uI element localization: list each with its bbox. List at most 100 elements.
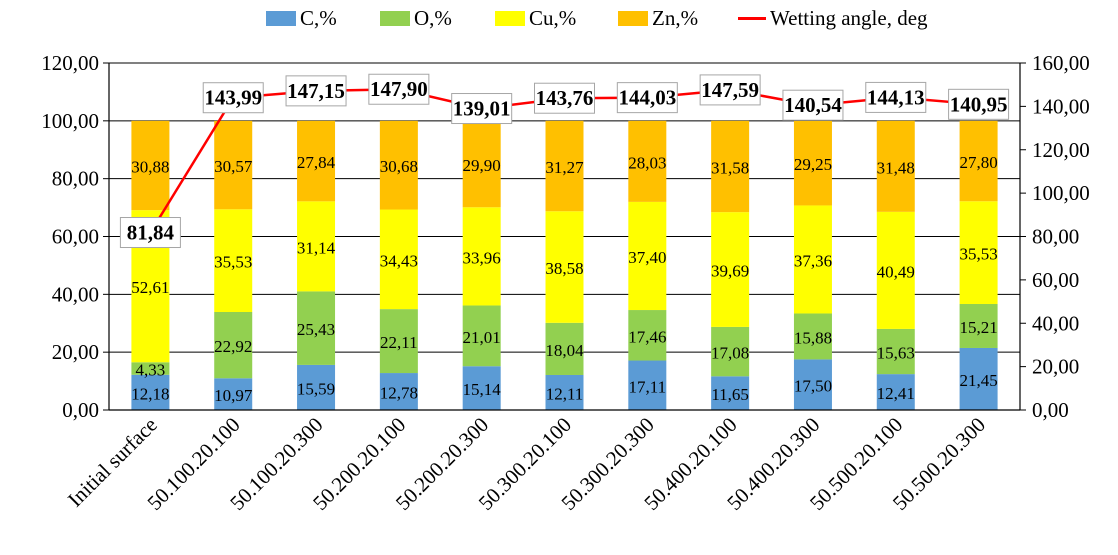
segment-label: 22,92 (214, 337, 252, 356)
segment-label: 11,65 (711, 385, 749, 404)
line-label-box (782, 89, 844, 121)
bar-segment (876, 120, 915, 212)
segment-label: 15,88 (794, 328, 832, 347)
line-label-box (285, 75, 347, 107)
segment-label: 21,01 (463, 328, 501, 347)
segment-label: 12,78 (380, 384, 418, 403)
bar-segment (628, 310, 667, 361)
bar-segment (379, 309, 418, 374)
right-tick-label: 20,00 (1032, 355, 1079, 379)
line-label: 147,90 (370, 77, 428, 101)
line-label-box (368, 73, 430, 105)
bar-segment (876, 211, 915, 329)
left-tick-label: 40,00 (52, 282, 99, 306)
bar-segment (959, 120, 998, 202)
bar-segment (793, 120, 832, 206)
legend-item-wetting-angle: Wetting angle, deg (738, 4, 928, 32)
segment-label: 15,63 (877, 344, 915, 363)
bar-segment (711, 212, 750, 327)
legend-item-c: C,% (266, 4, 337, 32)
line-label-box (202, 82, 264, 114)
bar-segment (297, 291, 336, 365)
legend-swatch-cu (495, 10, 525, 26)
right-tick-label: 140,00 (1032, 94, 1090, 118)
line-label: 143,99 (204, 86, 262, 110)
segment-label: 4,33 (136, 361, 166, 380)
line-label: 140,54 (784, 93, 842, 117)
line-label-box (119, 217, 181, 249)
bar-segment (545, 120, 584, 212)
segment-label: 35,53 (214, 253, 252, 272)
line-label: 147,59 (701, 78, 759, 102)
bar-segment (131, 362, 170, 375)
segment-label: 31,58 (711, 158, 749, 177)
segment-label: 52,61 (131, 278, 169, 297)
line-label: 143,76 (536, 86, 594, 110)
segment-label: 29,25 (794, 155, 832, 174)
segment-label: 33,96 (463, 248, 501, 267)
segment-label: 18,04 (545, 341, 584, 360)
right-tick-label: 120,00 (1032, 138, 1090, 162)
bar-segment (297, 120, 336, 202)
line-label-box (451, 93, 513, 125)
segment-label: 37,36 (794, 251, 832, 270)
segment-label: 17,46 (628, 327, 666, 346)
stacked-bars (131, 120, 998, 410)
segment-label: 15,21 (959, 318, 997, 337)
segment-value-labels: 12,18 4,33 52,61 30,88 10,97 22,92 35,53 30,57 1… (131, 153, 997, 405)
line-label: 144,03 (618, 86, 676, 110)
left-tick-label: 120,00 (41, 51, 99, 75)
legend: C,% O,% Cu,% Zn,% Wetting angle, deg (0, 4, 1118, 32)
bar-segment (793, 205, 832, 314)
right-tick-label: 80,00 (1032, 225, 1079, 249)
line-label-box (865, 81, 927, 113)
segment-label: 30,57 (214, 157, 253, 176)
bar-segment (214, 209, 253, 313)
segment-label: 29,90 (463, 156, 501, 175)
bar-segment (628, 360, 667, 410)
bar-segment (711, 326, 750, 377)
wetting-angle-labels: 81,84 143,99 147,15 147,90 139,01 143,76 144,0… (119, 73, 1010, 249)
legend-label-o: O,% (414, 5, 452, 30)
line-label-box (699, 74, 761, 106)
segment-label: 39,69 (711, 262, 749, 281)
segment-label: 40,49 (877, 262, 915, 281)
bar-segment (793, 359, 832, 410)
segment-label: 30,88 (131, 157, 169, 176)
left-tick-label: 60,00 (52, 225, 99, 249)
legend-label-c: C,% (300, 5, 337, 30)
segment-label: 17,50 (794, 377, 832, 396)
line-label-box (616, 82, 678, 114)
line-label: 139,01 (453, 97, 511, 121)
line-label-box (948, 88, 1010, 120)
bar-segment (379, 373, 418, 410)
bar-segment (959, 201, 998, 304)
tick-labels: 0,00 20,00 40,00 60,00 80,00 100,00 120,00 0,00… (41, 51, 1090, 422)
bar-segment (379, 120, 418, 210)
bar-segment (711, 120, 750, 213)
bar-segment (545, 211, 584, 323)
segment-label: 17,08 (711, 344, 749, 363)
segment-label: 25,43 (297, 320, 335, 339)
segment-label: 31,27 (545, 158, 584, 177)
bar-segment (462, 120, 501, 208)
bar-segment (545, 322, 584, 375)
legend-label-wetting-angle: Wetting angle, deg (770, 5, 928, 30)
segment-label: 12,11 (546, 384, 584, 403)
segment-label: 27,84 (297, 153, 336, 172)
legend-item-cu: Cu,% (495, 4, 576, 32)
line-label: 81,84 (127, 221, 175, 245)
segment-label: 12,41 (877, 384, 915, 403)
segment-label: 35,53 (959, 245, 997, 264)
right-tick-label: 0,00 (1032, 398, 1069, 422)
bar-segment (545, 374, 584, 410)
bar-segment (876, 374, 915, 410)
line-label: 140,95 (950, 92, 1008, 116)
segment-label: 38,58 (545, 259, 583, 278)
legend-swatch-c (266, 10, 296, 26)
segment-label: 31,48 (877, 158, 915, 177)
right-tick-label: 100,00 (1032, 181, 1090, 205)
legend-label-cu: Cu,% (529, 5, 577, 30)
axes (103, 62, 1026, 411)
